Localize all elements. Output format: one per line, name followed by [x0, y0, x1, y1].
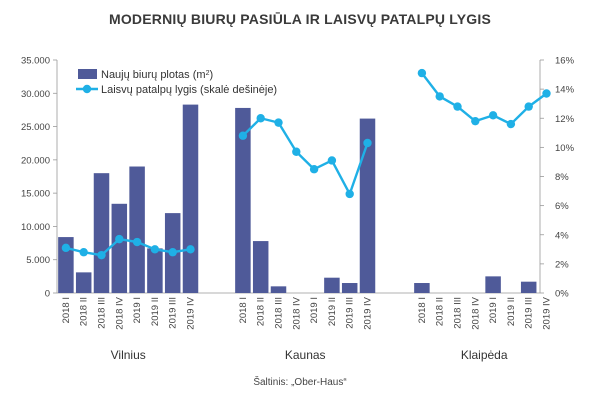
x-tick-label: 2018 II — [79, 297, 90, 326]
x-tick-label: 2018 II — [435, 297, 446, 326]
bar — [147, 248, 163, 293]
line-point — [79, 248, 88, 257]
y-right-tick-label: 2% — [555, 259, 569, 270]
bar — [111, 203, 128, 293]
y-right-tick-label: 6% — [555, 201, 569, 212]
line-point — [435, 92, 444, 101]
line-point — [97, 250, 106, 260]
x-tick-label: 2019 III — [524, 297, 535, 329]
line-point — [417, 68, 427, 78]
legend-line-label: Laisvų patalpų lygis (skalė dešinėje) — [101, 84, 277, 96]
x-tick-label: 2018 III — [274, 297, 285, 329]
bar — [324, 277, 340, 293]
line-point — [524, 102, 533, 111]
line-point — [471, 116, 480, 126]
x-tick-label: 2018 III — [453, 297, 464, 329]
chart-title: MODERNIŲ BIURŲ PASIŪLA IR LAISVŲ PATALPŲ… — [108, 11, 492, 27]
y-right-tick-label: 16% — [555, 56, 575, 67]
bar — [182, 104, 199, 293]
bar — [129, 166, 145, 293]
x-tick-label: 2019 IV — [186, 296, 197, 329]
series-line — [242, 117, 369, 196]
bar — [485, 276, 501, 293]
y-left-tick-label: 35.000 — [21, 56, 50, 67]
bar — [58, 237, 74, 293]
bar — [359, 118, 376, 293]
y-left-tick-label: 25.000 — [21, 122, 50, 133]
line-point — [256, 114, 265, 123]
y-right-tick-label: 12% — [555, 114, 575, 125]
line-point — [150, 245, 160, 254]
y-left-tick-label: 30.000 — [21, 89, 50, 100]
x-tick-label: 2018 IV — [114, 296, 125, 329]
line-point — [115, 234, 124, 244]
bar — [235, 107, 251, 293]
x-tick-label: 2018 I — [61, 297, 72, 323]
x-tick-label: 2019 I — [488, 297, 499, 323]
x-tick-label: 2019 II — [327, 297, 338, 326]
y-left-tick-label: 5.000 — [26, 255, 50, 266]
bar — [252, 241, 269, 293]
x-tick-label: 2019 I — [132, 297, 143, 323]
line-point — [488, 111, 498, 120]
x-tick-label: 2018 III — [97, 297, 108, 329]
y-left-tick-label: 10.000 — [21, 222, 50, 233]
group-label: Kaunas — [285, 348, 326, 362]
x-tick-label: 2019 I — [309, 297, 320, 323]
bar — [341, 283, 358, 293]
line-point — [363, 138, 372, 148]
line-point — [61, 243, 71, 253]
bar — [520, 281, 537, 293]
x-tick-label: 2018 I — [417, 297, 428, 323]
y-left-tick-label: 15.000 — [21, 189, 50, 200]
x-tick-label: 2018 I — [238, 297, 249, 323]
x-tick-label: 2018 IV — [291, 296, 302, 329]
y-left-tick-label: 20.000 — [21, 155, 50, 166]
line-point — [238, 131, 248, 140]
line-point — [292, 147, 301, 156]
x-tick-label: 2019 III — [345, 297, 356, 329]
line-point — [186, 245, 195, 254]
y-right-tick-label: 14% — [555, 85, 575, 96]
y-right-tick-label: 4% — [555, 230, 569, 241]
line-point — [132, 237, 142, 247]
bar — [414, 283, 430, 293]
y-left-tick-label: 0 — [45, 289, 50, 300]
x-tick-label: 2019 IV — [542, 296, 553, 329]
line-point — [274, 118, 283, 127]
line-point — [327, 156, 337, 165]
x-tick-label: 2018 IV — [470, 296, 481, 329]
line-point — [345, 189, 354, 199]
line-point — [168, 248, 177, 257]
x-tick-label: 2019 II — [150, 297, 161, 326]
line-point — [309, 165, 319, 174]
x-tick-label: 2019 IV — [363, 296, 374, 329]
line-point — [506, 119, 516, 129]
line-point — [453, 102, 462, 111]
bar — [93, 173, 110, 293]
y-right-tick-label: 0% — [555, 289, 569, 300]
x-tick-label: 2019 III — [168, 297, 179, 329]
bar — [270, 286, 287, 293]
line-point — [542, 89, 551, 98]
legend-bar-label: Naujų biurų plotas (m2) — [101, 69, 213, 81]
legend-bar-swatch — [78, 69, 97, 79]
x-tick-label: 2019 II — [506, 297, 517, 326]
legend-line-marker — [82, 84, 92, 94]
y-right-tick-label: 8% — [555, 172, 569, 183]
group-label: Klaipėda — [461, 348, 508, 362]
chart-source: Šaltinis: „Ober-Haus“ — [253, 377, 347, 388]
group-label: Vilnius — [111, 348, 146, 362]
x-tick-label: 2018 II — [256, 297, 267, 326]
y-right-tick-label: 10% — [555, 143, 575, 154]
bar — [75, 272, 92, 293]
